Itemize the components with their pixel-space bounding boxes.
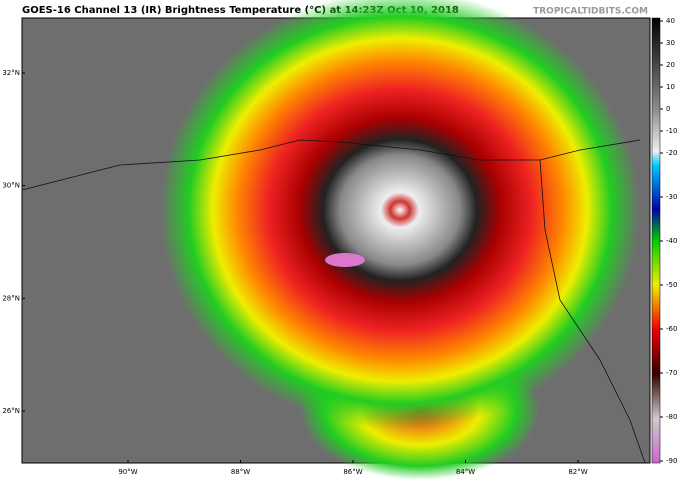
colorbar-label: 40: [666, 17, 675, 25]
cold-tops: [325, 253, 365, 267]
coastline: [539, 159, 646, 464]
watermark: TROPICALTIDBITS.COM: [533, 7, 648, 17]
colorbar-label: -50: [666, 281, 677, 289]
latitude-label: 28°N: [2, 294, 20, 302]
longitude-label: 86°W: [343, 468, 362, 476]
coastline: [21, 139, 641, 191]
hurricane: [160, 0, 640, 430]
latitude-label: 26°N: [2, 407, 20, 415]
longitude-label: 82°W: [568, 468, 587, 476]
colorbar: [651, 17, 661, 464]
longitude-label: 90°W: [118, 468, 137, 476]
latitude-label: 30°N: [2, 182, 20, 190]
colorbar-label: -20: [666, 149, 677, 157]
longitude-label: 88°W: [231, 468, 250, 476]
title: GOES-16 Channel 13 (IR) Brightness Tempe…: [22, 5, 459, 16]
colorbar-label: -90: [666, 457, 677, 465]
colorbar-label: -40: [666, 237, 677, 245]
colorbar-label: -60: [666, 325, 677, 333]
colorbar-label: -80: [666, 413, 677, 421]
colorbar-label: -30: [666, 193, 677, 201]
colorbar-label: 10: [666, 83, 675, 91]
longitude-label: 84°W: [456, 468, 475, 476]
colorbar-label: -70: [666, 369, 677, 377]
colorbar-label: 30: [666, 39, 675, 47]
colorbar-label: -10: [666, 127, 677, 135]
colorbar-label: 20: [666, 61, 675, 69]
latitude-label: 32°N: [2, 69, 20, 77]
colorbar-label: 0: [666, 105, 670, 113]
